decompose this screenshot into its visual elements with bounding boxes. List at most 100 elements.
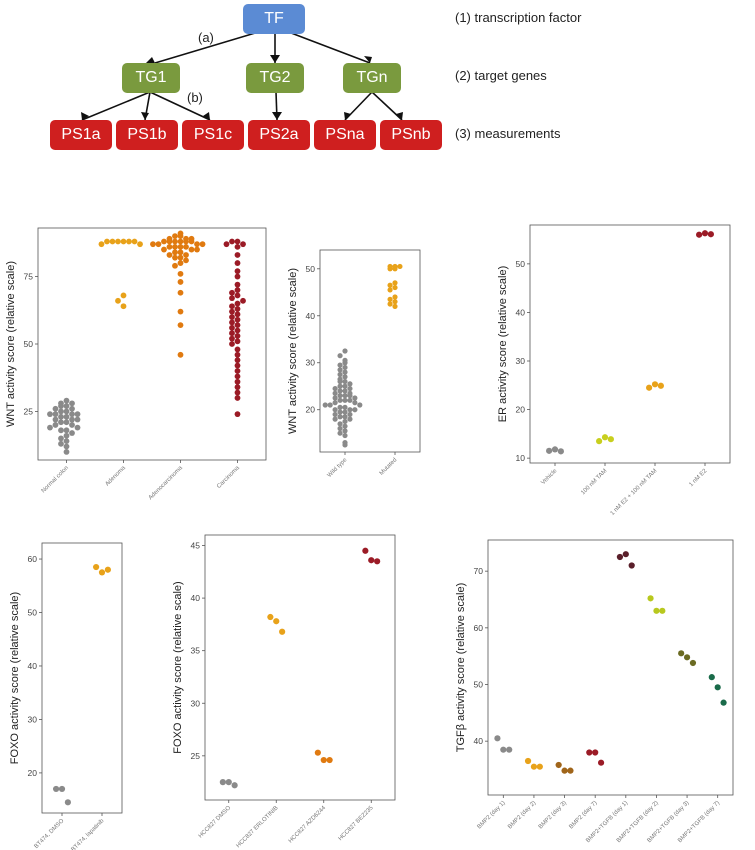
data-point: [607, 436, 614, 443]
data-point: [234, 389, 241, 396]
arrowhead: [364, 56, 372, 63]
edge-tgn-psnb: [371, 91, 403, 121]
data-point: [47, 411, 53, 418]
data-point: [342, 383, 348, 389]
data-point: [137, 241, 143, 248]
chart-wnt-colon: 25 50 75 WNT activity score (relative scale…: [0, 210, 270, 501]
data-point: [342, 348, 348, 354]
data-point: [177, 260, 184, 266]
legend-transcription-factor: (1) transcription factor: [455, 10, 582, 25]
node-ps1b: PS1b: [116, 120, 178, 150]
data-point: [172, 233, 178, 239]
data-point: [234, 378, 241, 385]
data-point: [229, 308, 235, 315]
data-point: [234, 322, 241, 329]
y-axis-label: ER activity score (relative scale): [497, 266, 509, 423]
data-point: [172, 254, 178, 261]
data-point: [188, 246, 195, 253]
data-point: [392, 294, 398, 300]
data-point: [714, 684, 721, 691]
data-point: [592, 749, 599, 756]
data-point: [234, 327, 241, 334]
data-point: [177, 243, 184, 250]
data-point: [166, 238, 173, 245]
data-point: [347, 393, 353, 399]
y-tick-label: 20: [516, 405, 526, 415]
data-point: [597, 759, 605, 766]
data-point: [352, 407, 358, 413]
data-point: [387, 301, 393, 307]
x-tick-label: Adenocarcinoma: [148, 465, 185, 502]
data-point: [347, 416, 353, 422]
data-point: [337, 409, 343, 415]
data-point: [229, 324, 235, 331]
data-point: [172, 262, 178, 269]
data-point: [337, 378, 343, 385]
y-tick-label: 30: [28, 714, 38, 724]
data-point: [223, 241, 230, 248]
data-point: [337, 430, 343, 436]
data-point: [314, 749, 321, 756]
y-tick-label: 40: [474, 736, 484, 746]
node-psna: PSna: [314, 120, 376, 150]
data-point: [229, 303, 235, 310]
node-tgn: TGn: [343, 63, 401, 93]
y-tick-label: 35: [191, 646, 201, 656]
data-point: [219, 779, 226, 786]
data-point: [689, 659, 697, 667]
x-tick-label: BT474, DMSO: [34, 818, 66, 850]
data-point: [64, 799, 71, 806]
data-point: [234, 300, 241, 307]
data-point: [183, 243, 189, 250]
data-point: [234, 273, 241, 280]
x-tick-label: Adenoma: [105, 465, 128, 488]
y-axis-label: TGFβ activity score (relative scale): [455, 583, 467, 753]
data-point: [392, 284, 398, 291]
data-point: [342, 397, 348, 403]
edge-label-b: (b): [187, 90, 203, 105]
data-point: [74, 424, 81, 431]
data-point: [551, 446, 559, 453]
data-point: [347, 381, 353, 387]
data-point: [234, 338, 241, 345]
y-tick-label: 40: [516, 307, 526, 317]
arrowhead: [81, 112, 89, 120]
x-tick-label: 1 nM E2: [688, 468, 709, 489]
data-point: [347, 411, 353, 418]
data-point: [701, 230, 709, 237]
data-point: [69, 411, 75, 418]
data-point: [63, 419, 70, 426]
data-point: [225, 779, 232, 786]
y-axis-label: FOXO activity score (relative scale): [9, 592, 21, 764]
y-tick-label: 10: [516, 453, 526, 463]
data-point: [337, 425, 343, 432]
data-point: [397, 263, 403, 270]
data-point: [387, 266, 393, 272]
data-point: [177, 322, 184, 329]
arrowhead: [272, 112, 282, 120]
data-point: [616, 553, 624, 561]
data-point: [177, 308, 184, 315]
data-point: [347, 397, 353, 403]
data-point: [58, 403, 64, 409]
data-point: [63, 408, 70, 415]
data-point: [332, 411, 338, 418]
data-point: [653, 607, 660, 614]
data-point: [177, 254, 184, 261]
data-point: [557, 448, 564, 455]
y-tick-label: 50: [28, 608, 38, 618]
y-tick-label: 30: [191, 698, 201, 708]
data-point: [337, 414, 343, 420]
plot-frame: [204, 534, 396, 801]
data-point: [172, 243, 178, 250]
data-point: [172, 249, 178, 256]
data-point: [177, 270, 184, 277]
data-point: [342, 423, 348, 429]
data-point: [240, 241, 246, 248]
y-tick-label: 25: [24, 406, 34, 416]
data-point: [342, 360, 348, 366]
data-point: [58, 413, 64, 420]
tf-target-gene-diagram: TF TG1 TG2 TGn PS1a PS1b PS1c PS2a PSna …: [0, 0, 755, 170]
y-tick-label: 60: [474, 623, 484, 633]
y-tick-label: 45: [191, 541, 201, 551]
